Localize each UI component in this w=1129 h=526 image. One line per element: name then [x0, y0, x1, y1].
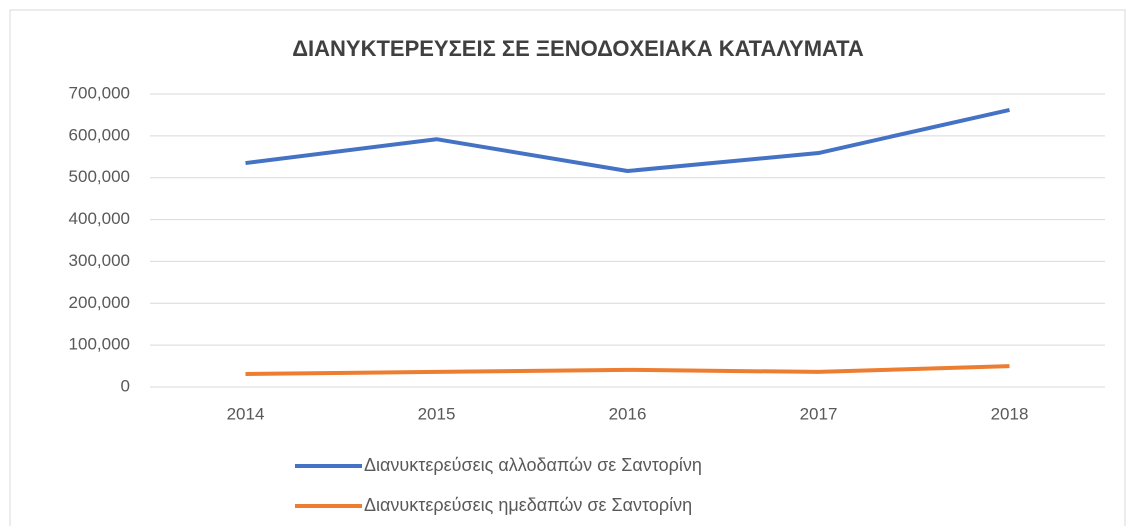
- x-tick-label: 2014: [227, 404, 265, 423]
- line-series: [245, 364, 1010, 377]
- legend-label: Διανυκτερεύσεις ημεδαπών σε Σαντορίνη: [364, 495, 692, 515]
- y-tick-label: 500,000: [69, 167, 130, 186]
- y-tick-label: 300,000: [69, 251, 130, 270]
- y-tick-label: 700,000: [69, 83, 130, 102]
- x-tick-label: 2015: [418, 404, 456, 423]
- x-tick-label: 2018: [991, 404, 1029, 423]
- y-tick-label: 400,000: [69, 209, 130, 228]
- y-tick-label: 0: [121, 376, 130, 395]
- line-series: [245, 107, 1010, 174]
- legend-label: Διανυκτερεύσεις αλλοδαπών σε Σαντορίνη: [364, 455, 702, 475]
- chart-title: ΔΙΑΝΥΚΤΕΡΕΥΣΕΙΣ ΣΕ ΞΕΝΟΔΟΧΕΙΑΚΑ ΚΑΤΑΛΥΜΑ…: [292, 36, 864, 61]
- y-tick-label: 100,000: [69, 335, 130, 354]
- x-tick-label: 2017: [800, 404, 838, 423]
- y-tick-label: 600,000: [69, 125, 130, 144]
- y-tick-label: 200,000: [69, 293, 130, 312]
- chart-frame: [9, 9, 1126, 526]
- x-tick-label: 2016: [609, 404, 647, 423]
